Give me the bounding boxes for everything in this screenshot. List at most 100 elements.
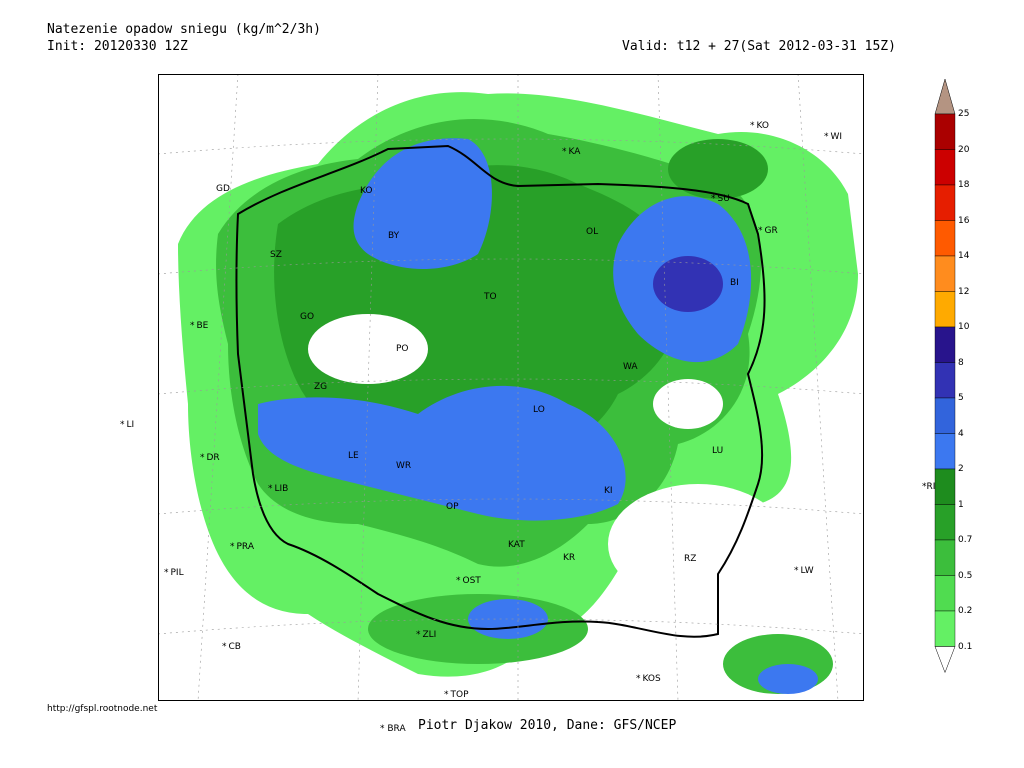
city-label-go: GO [300, 312, 315, 322]
city-label-lo: LO [533, 405, 545, 415]
source-url: http://gfspl.rootnode.net [47, 704, 158, 714]
city-marker-icon: * [562, 147, 567, 157]
city-label-ki: KI [604, 486, 613, 496]
legend-swatch [934, 539, 956, 576]
legend-level-label: 10 [958, 322, 970, 332]
city-label-ka: * KA [562, 147, 581, 157]
legend-level-label: 0.2 [958, 606, 973, 616]
legend-level-label: 20 [958, 144, 970, 155]
init-time: Init: 20120330 12Z [47, 39, 188, 54]
legend-swatch [934, 575, 956, 612]
legend-level-label: 0.7 [958, 535, 973, 545]
legend-blocks [934, 113, 956, 647]
legend-swatch [934, 468, 956, 505]
precipitation-map: * KA * KO * WI * SU * GR OL BI GD KO SZ BY TO… [158, 74, 864, 701]
no-snow-east [653, 379, 723, 429]
city-label-ri: *RI [922, 482, 936, 492]
legend-swatch [934, 113, 956, 150]
city-marker-icon: * [120, 420, 125, 430]
city-label-le: LE [348, 451, 359, 461]
legend-level-label: 0.1 [958, 641, 973, 652]
city-label-ol: OL [586, 227, 599, 237]
city-label-zg: ZG [314, 382, 328, 392]
city-label-to: TO [484, 292, 497, 302]
city-label-wi: * WI [824, 132, 843, 142]
city-label-wr: WR [396, 461, 412, 471]
legend-swatch [934, 149, 956, 186]
legend-swatch [934, 220, 956, 257]
legend-level-label: 1 [958, 499, 964, 510]
valid-time: Valid: t12 + 27(Sat 2012-03-31 15Z) [622, 39, 896, 54]
city-marker-icon: * [758, 226, 763, 236]
no-snow-rz [608, 484, 788, 604]
city-marker-icon: * [750, 121, 755, 131]
legend-level-label: 25 [958, 109, 970, 119]
city-label-gr: * GR [758, 226, 778, 236]
city-marker-icon: * [222, 642, 227, 652]
legend-level-label: 5 [958, 393, 964, 403]
lat-lon-grid [158, 74, 864, 701]
legend-level-label: 18 [958, 180, 970, 190]
city-label-lu: LU [712, 446, 724, 456]
no-snow-po [308, 314, 428, 384]
legend-swatch [934, 255, 956, 292]
legend-level-label: 16 [958, 215, 970, 226]
snow-blue-central [258, 385, 626, 521]
city-label-ko: * KO [750, 121, 769, 131]
legend-colorbar [934, 78, 956, 674]
city-label-dr: * DR [200, 453, 220, 463]
city-label-rz: RZ [684, 554, 697, 564]
city-label-lib: * LIB [268, 484, 289, 494]
city-label-zli: * ZLI [416, 630, 437, 640]
legend-swatch [934, 362, 956, 399]
legend-swatch [934, 326, 956, 363]
city-label-su: * SU [711, 194, 730, 204]
city-label-bra: * BRA [380, 724, 406, 734]
city-marker-icon: * [380, 724, 385, 734]
city-label-po: PO [396, 344, 409, 354]
legend-bottom-arrow [934, 646, 956, 674]
city-label-by: BY [388, 231, 400, 241]
chart-title: Natezenie opadow sniegu (kg/m^2/3h) [47, 22, 321, 37]
city-label-sz: SZ [270, 250, 282, 260]
city-label-ost: * OST [456, 576, 481, 586]
city-marker-icon: * [268, 484, 273, 494]
snow-blob-ne [668, 139, 768, 199]
legend-swatch [934, 184, 956, 221]
city-marker-icon: * [922, 482, 927, 492]
credit-text: Piotr Djakow 2010, Dane: GFS/NCEP [418, 718, 677, 733]
city-label-gd: GD [216, 184, 230, 194]
legend-swatch [934, 433, 956, 470]
city-label-kat: KAT [508, 540, 525, 550]
city-marker-icon: * [164, 568, 169, 578]
city-label-lw: * LW [794, 566, 814, 576]
legend-swatch [934, 291, 956, 328]
city-label-pra: * PRA [230, 542, 254, 552]
snow-blue-north [353, 138, 492, 269]
legend-level-label: 4 [958, 428, 964, 439]
city-marker-icon: * [711, 194, 716, 204]
city-marker-icon: * [456, 576, 461, 586]
snow-dark-blue-ne [653, 256, 723, 312]
city-marker-icon: * [794, 566, 799, 576]
city-label-ko2: KO [360, 186, 373, 196]
city-label-pil: * PIL [164, 568, 184, 578]
legend-level-label: 14 [958, 251, 970, 261]
legend-level-label: 8 [958, 357, 964, 368]
legend-level-label: 0.5 [958, 570, 973, 581]
map-svg [158, 74, 864, 701]
city-label-li: * LI [120, 420, 135, 430]
country-border [235, 144, 766, 638]
legend-level-label: 2 [958, 464, 964, 474]
snow-blue-se-corner [758, 664, 818, 694]
legend-swatch [934, 504, 956, 541]
city-marker-icon: * [824, 132, 829, 142]
city-label-op: OP [446, 502, 459, 512]
legend-top-arrow [934, 78, 956, 115]
city-label-cb: * CB [222, 642, 241, 652]
legend-swatch [934, 610, 956, 647]
city-marker-icon: * [416, 630, 421, 640]
legend-swatch [934, 397, 956, 434]
city-label-kr: KR [563, 553, 576, 563]
city-label-wa: WA [623, 362, 638, 372]
